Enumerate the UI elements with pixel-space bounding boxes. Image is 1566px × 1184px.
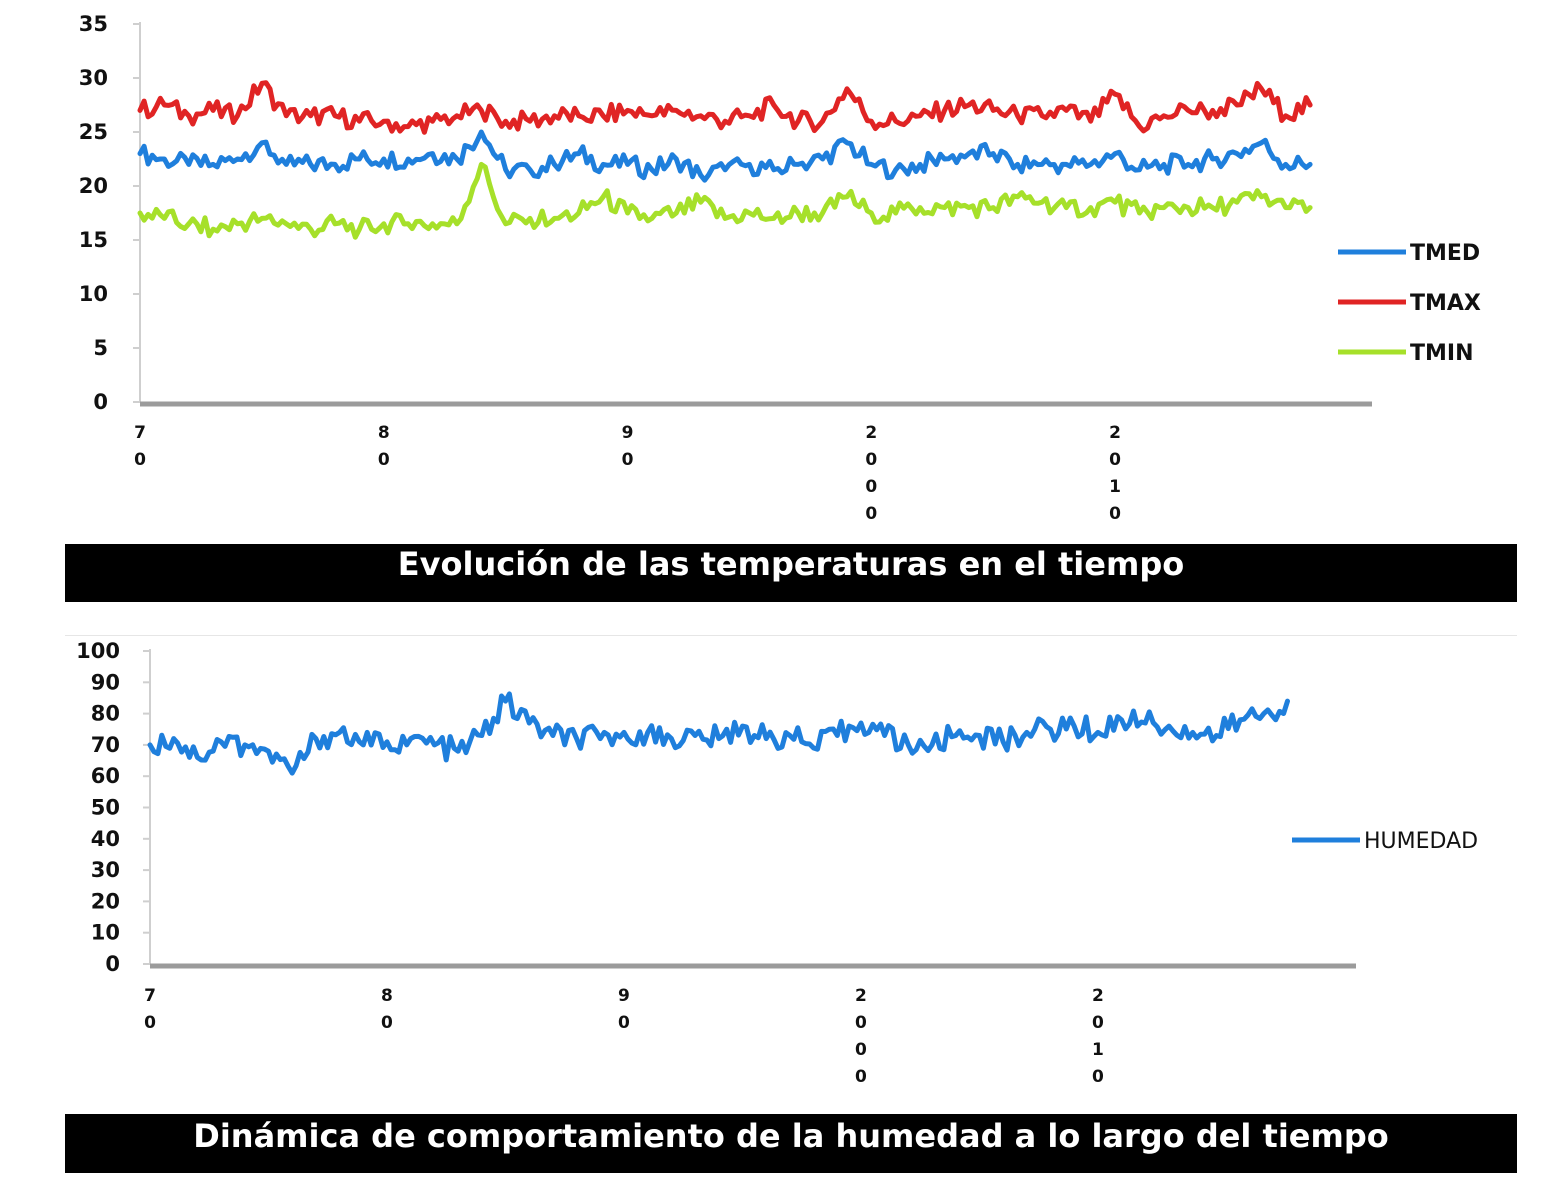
y-tick-label: 5 — [93, 336, 108, 360]
series-line-tmin — [137, 161, 1313, 240]
y-tick-label: 40 — [91, 827, 120, 851]
series-line-tmed — [137, 129, 1313, 183]
y-tick-label: 10 — [79, 282, 108, 306]
y-tick-label: 90 — [91, 670, 120, 694]
humidity-chart-title: Dinámica de comportamiento de la humedad… — [65, 1114, 1517, 1173]
y-tick-label: 0 — [93, 390, 108, 414]
y-tick-label: 0 — [105, 952, 120, 976]
y-tick-label: 20 — [79, 174, 108, 198]
y-tick-label: 80 — [91, 702, 120, 726]
legend-label-tmax: TMAX — [1410, 291, 1481, 316]
y-tick-label: 70 — [91, 733, 120, 757]
legend-label-humedad: HUMEDAD — [1364, 829, 1478, 854]
chart-separator — [65, 635, 1517, 636]
y-tick-label: 35 — [79, 12, 108, 36]
y-tick-label: 25 — [79, 120, 108, 144]
legend-label-tmin: TMIN — [1410, 341, 1474, 366]
y-tick-label: 50 — [91, 796, 120, 820]
y-tick-label: 10 — [91, 921, 120, 945]
temperature-chart: 0 5 10 15 20 25 30 35 7 0 8 0 9 0 2 0 0 0 2 0 1 0 TMED TMAX TMIN — [79, 12, 1481, 524]
legend-label-tmed: TMED — [1410, 241, 1480, 266]
temperature-chart-title: Evolución de las temperaturas en el tiem… — [65, 544, 1517, 602]
y-tick-label: 100 — [76, 639, 120, 663]
y-tick-label: 30 — [91, 858, 120, 882]
y-tick-label: 20 — [91, 889, 120, 913]
y-tick-label: 15 — [79, 228, 108, 252]
y-tick-label: 60 — [91, 764, 120, 788]
series-line-humedad — [147, 691, 1290, 776]
y-tick-label: 30 — [79, 66, 108, 90]
humidity-chart: 0 10 20 30 40 50 60 70 80 90 100 7 0 8 0 9 0 2 0 0 0 2 0 1 0 HUME… — [76, 639, 1478, 1087]
series-line-tmax — [137, 80, 1313, 135]
